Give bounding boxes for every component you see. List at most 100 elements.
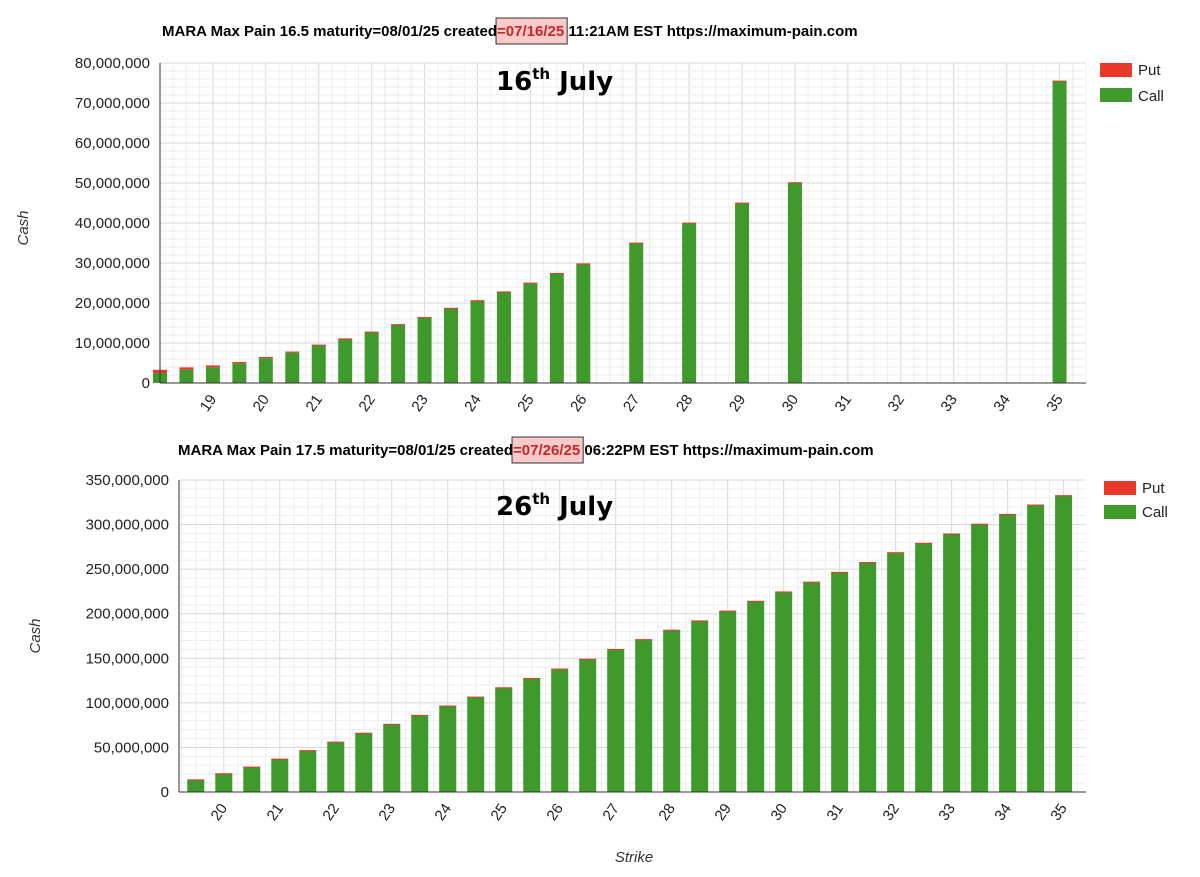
bar-call bbox=[439, 705, 457, 792]
x-tick-label: 25 bbox=[514, 392, 537, 415]
bar-call bbox=[179, 369, 194, 383]
bar-call bbox=[1055, 495, 1073, 792]
bar-put bbox=[787, 182, 802, 184]
bar-call bbox=[243, 767, 261, 792]
x-tick-label: 26 bbox=[543, 801, 566, 824]
title-part-2: 11:21AM EST https://maximum-pain.com bbox=[564, 23, 857, 40]
y-tick-label: 200,000,000 bbox=[86, 606, 169, 623]
bar-put bbox=[943, 533, 961, 535]
title-part-created-date: =07/26/25 bbox=[513, 442, 580, 459]
bar-put bbox=[803, 581, 821, 583]
x-tick-label: 30 bbox=[767, 801, 790, 824]
x-tick-label: 21 bbox=[264, 801, 287, 824]
bar-put bbox=[1052, 80, 1067, 82]
bar-put bbox=[444, 307, 459, 309]
x-axis-label: Strike bbox=[615, 849, 653, 866]
x-tick-label: 35 bbox=[1047, 801, 1070, 824]
legend-label-put: Put bbox=[1138, 62, 1161, 79]
bar-call bbox=[495, 687, 513, 792]
y-tick-label: 40,000,000 bbox=[75, 215, 150, 232]
chart-16-july: MARA Max Pain 16.5 maturity=08/01/25 cre… bbox=[15, 17, 1164, 415]
y-tick-label: 10,000,000 bbox=[75, 335, 150, 352]
bar-put bbox=[271, 758, 289, 760]
bar-call bbox=[735, 203, 750, 383]
bar-call bbox=[411, 715, 429, 792]
bar-call bbox=[496, 291, 511, 383]
title-part-1: MARA Max Pain 17.5 maturity=08/01/25 cre… bbox=[178, 442, 513, 459]
bar-put bbox=[579, 658, 597, 660]
bar-call bbox=[1052, 81, 1067, 383]
y-axis-label: Cash bbox=[15, 210, 32, 245]
x-tick-label: 24 bbox=[432, 801, 455, 824]
x-tick-label: 20 bbox=[208, 801, 231, 824]
x-tick-label: 23 bbox=[408, 392, 431, 415]
bar-put bbox=[859, 562, 877, 564]
bar-put bbox=[470, 300, 485, 302]
bars bbox=[153, 80, 1067, 383]
x-tick-label: 19 bbox=[197, 392, 220, 415]
y-tick-label: 20,000,000 bbox=[75, 295, 150, 312]
y-tick-label: 50,000,000 bbox=[75, 175, 150, 192]
annotation-day: 26 bbox=[496, 492, 532, 522]
x-tick-label: 27 bbox=[599, 801, 622, 824]
y-tick-label: 150,000,000 bbox=[86, 650, 169, 667]
x-tick-label: 26 bbox=[567, 392, 590, 415]
bar-call bbox=[187, 779, 205, 792]
bar-put bbox=[915, 542, 933, 544]
bar-call bbox=[205, 367, 220, 383]
y-tick-label: 100,000,000 bbox=[86, 695, 169, 712]
bar-put bbox=[285, 351, 300, 353]
bar-put bbox=[495, 687, 513, 689]
bar-call bbox=[887, 552, 905, 792]
bar-put bbox=[364, 331, 379, 333]
y-tick-labels: 0 50,000,000 100,000,000 150,000,000 200,000… bbox=[86, 472, 169, 801]
bar-call bbox=[719, 611, 737, 792]
bar-put bbox=[1027, 504, 1045, 506]
x-tick-label: 29 bbox=[711, 801, 734, 824]
bar-call bbox=[576, 263, 591, 383]
bar-put bbox=[439, 705, 457, 707]
bar-put bbox=[831, 571, 849, 573]
x-tick-label: 35 bbox=[1043, 392, 1066, 415]
x-tick-label: 23 bbox=[376, 801, 399, 824]
created-date-highlight bbox=[511, 436, 584, 464]
bar-call bbox=[691, 620, 709, 792]
bar-call bbox=[299, 750, 317, 792]
bar-call bbox=[859, 562, 877, 792]
x-tick-label: 22 bbox=[320, 801, 343, 824]
y-tick-label: 30,000,000 bbox=[75, 255, 150, 272]
title-part-created-date: =07/16/25 bbox=[497, 23, 564, 40]
legend: Put Call bbox=[1104, 480, 1168, 521]
bar-call bbox=[1027, 504, 1045, 792]
annotation-suffix: th bbox=[532, 65, 550, 83]
bar-put bbox=[215, 773, 233, 775]
bar-put bbox=[417, 317, 432, 318]
annotation-suffix: th bbox=[532, 490, 550, 508]
legend-label-call: Call bbox=[1138, 88, 1164, 105]
bar-call bbox=[523, 678, 541, 792]
grid bbox=[159, 62, 1087, 384]
legend-label-call: Call bbox=[1142, 504, 1168, 521]
bar-put bbox=[735, 202, 750, 204]
bar-call bbox=[549, 273, 564, 383]
y-tick-labels: 0 10,000,000 20,000,000 30,000,000 40,000,00… bbox=[75, 55, 150, 392]
date-annotation: 26th July bbox=[496, 490, 613, 522]
bar-call bbox=[635, 639, 653, 792]
bar-put bbox=[179, 367, 194, 370]
bar-put bbox=[551, 668, 569, 670]
annotation-month: July bbox=[550, 492, 613, 522]
annotation-month: July bbox=[550, 67, 613, 97]
bar-call bbox=[232, 363, 247, 383]
bar-put bbox=[629, 242, 644, 244]
title-part-1: MARA Max Pain 16.5 maturity=08/01/25 cre… bbox=[162, 23, 497, 40]
bar-put bbox=[205, 365, 220, 368]
bar-put bbox=[327, 741, 345, 743]
bar-put bbox=[635, 639, 653, 641]
bar-call bbox=[215, 773, 233, 792]
bar-call bbox=[747, 601, 765, 792]
legend-swatch-put bbox=[1104, 481, 1136, 495]
annotation-day: 16 bbox=[496, 67, 532, 97]
x-tick-label: 32 bbox=[885, 392, 908, 415]
axes bbox=[178, 480, 1086, 793]
